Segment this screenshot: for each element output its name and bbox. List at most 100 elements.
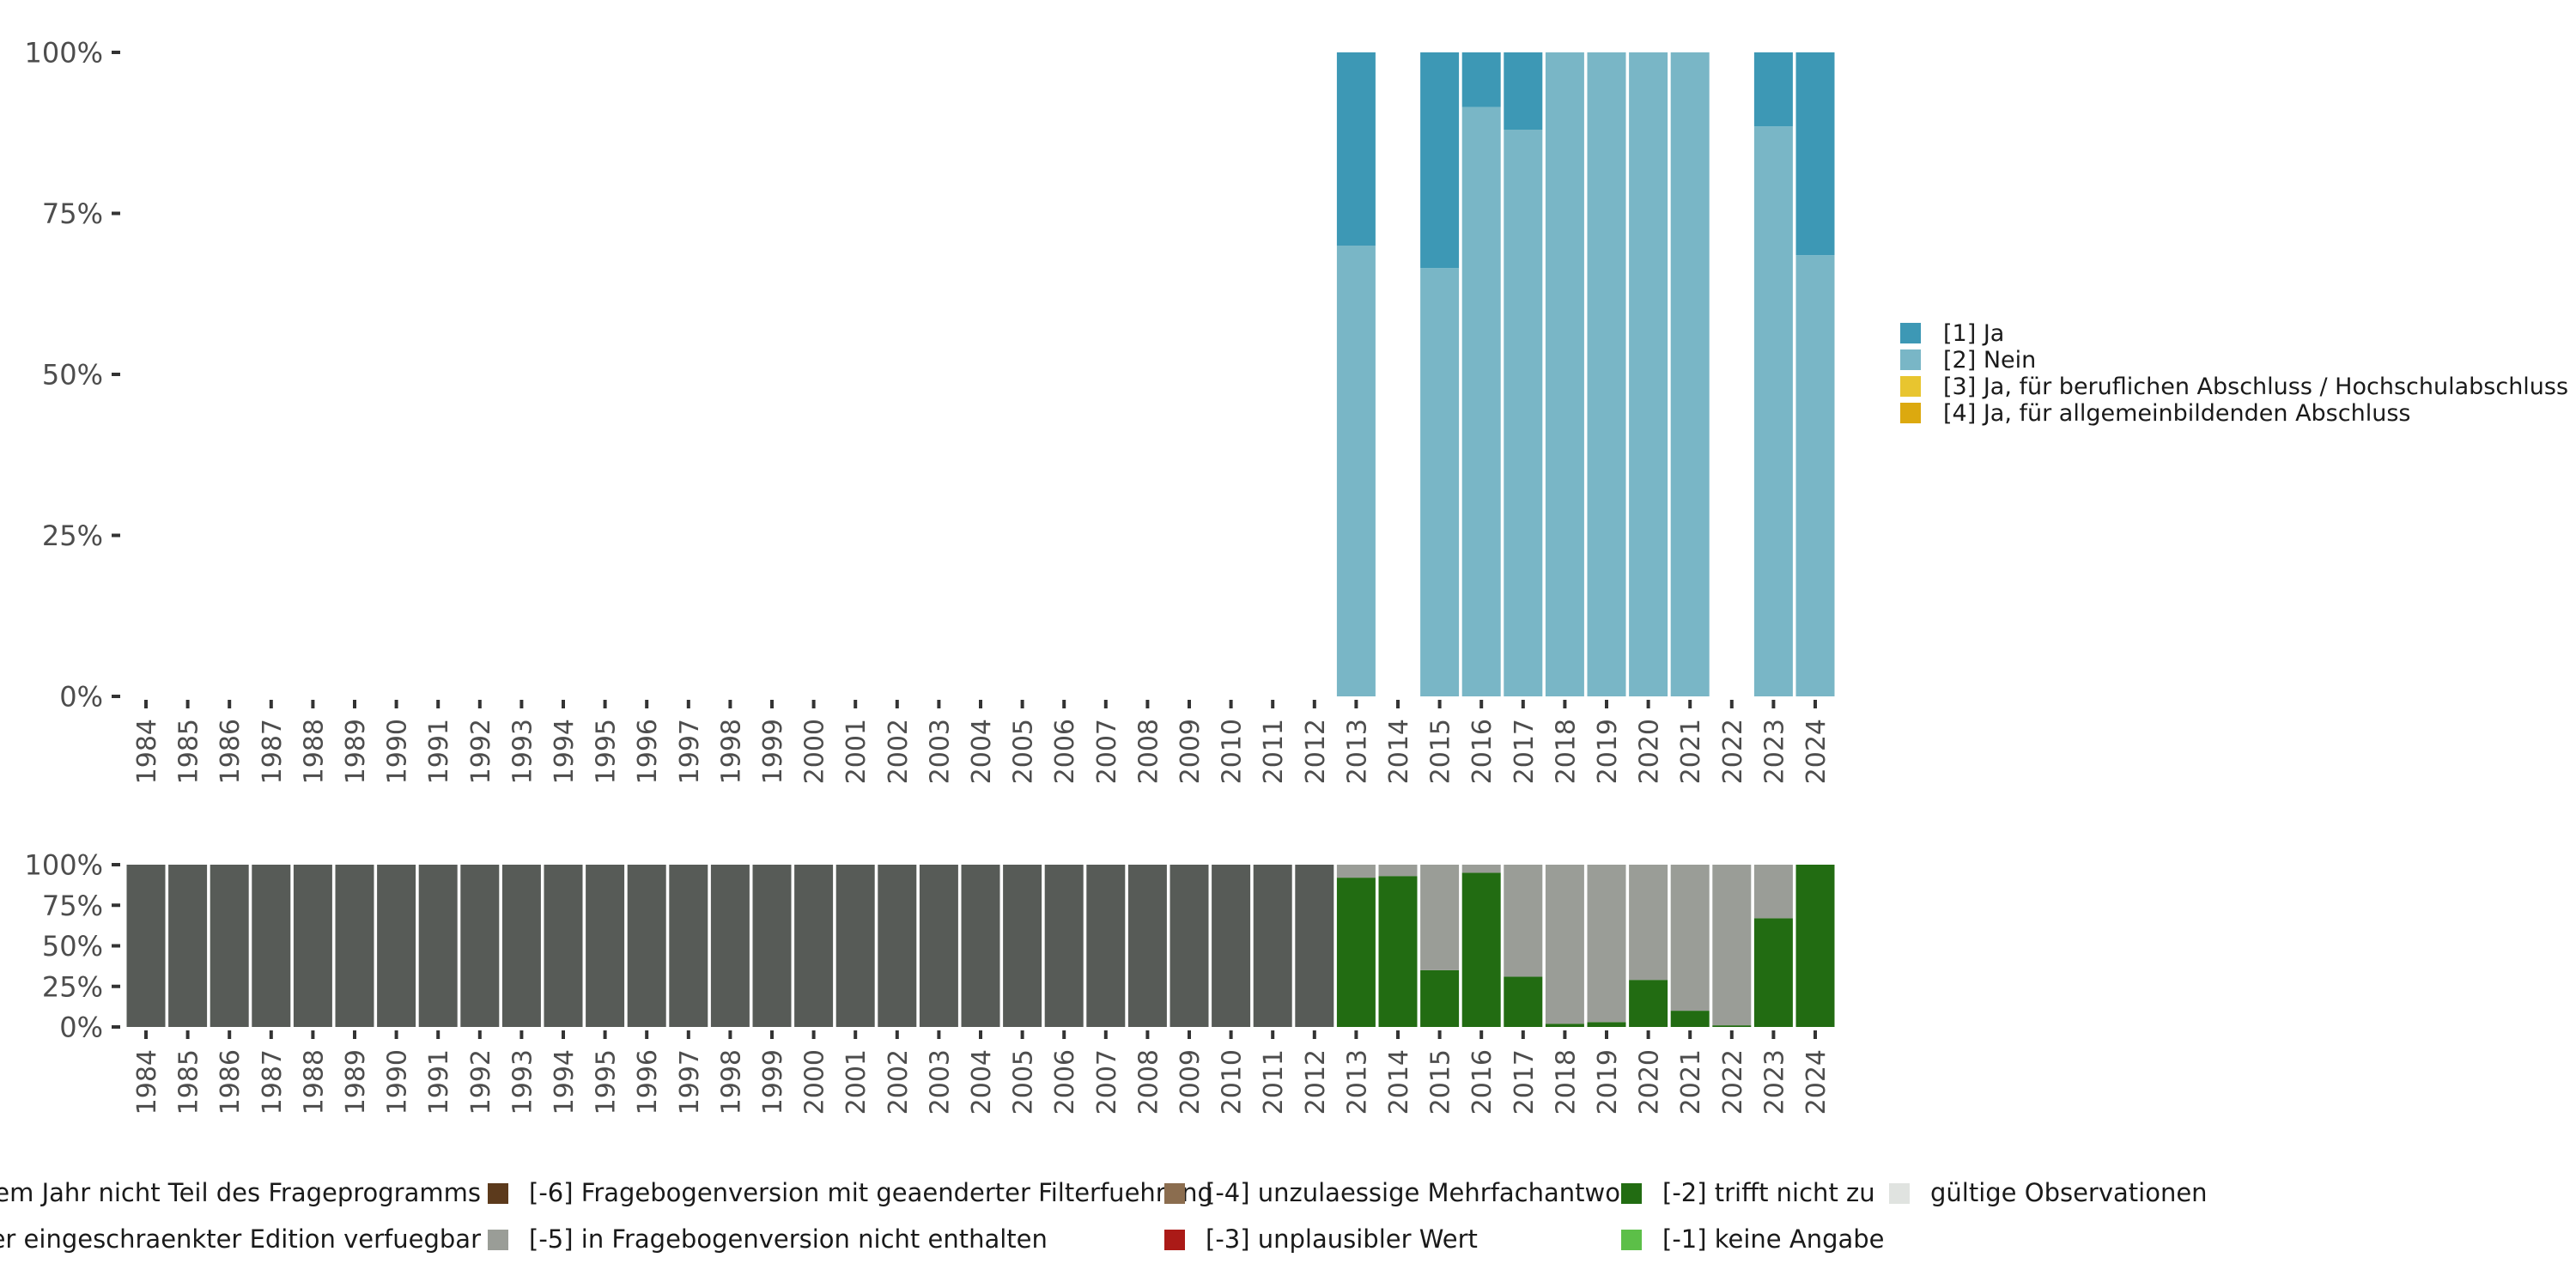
legend-swatch bbox=[1900, 323, 1921, 343]
x-tick-label: 2023 bbox=[1759, 719, 1789, 784]
bar-segment bbox=[377, 865, 416, 1027]
y-tick-label: 50% bbox=[42, 359, 103, 392]
x-tick-label: 2010 bbox=[1218, 1049, 1248, 1115]
bar-segment bbox=[961, 865, 1000, 1027]
bar-segment bbox=[1504, 52, 1543, 130]
legend-swatch bbox=[1900, 403, 1921, 423]
bar-segment bbox=[1461, 52, 1501, 107]
legend-label: [-7] nur in weniger eingeschraenkter Edi… bbox=[0, 1224, 481, 1254]
legend-label: [-1] keine Angabe bbox=[1662, 1224, 1885, 1254]
x-tick-label: 2001 bbox=[841, 1049, 872, 1115]
bar-segment bbox=[794, 865, 834, 1027]
bar-segment bbox=[1003, 865, 1042, 1027]
x-tick-label: 1999 bbox=[758, 719, 788, 784]
legend-label: [-8] Frage in diesem Jahr nicht Teil des… bbox=[0, 1178, 481, 1207]
legend-swatch bbox=[1164, 1230, 1185, 1250]
x-tick-label: 1997 bbox=[675, 719, 705, 784]
y-tick-label: 100% bbox=[25, 849, 103, 882]
bar-segment bbox=[1378, 876, 1418, 1027]
x-tick-label: 2002 bbox=[884, 1049, 914, 1115]
x-tick-label: 2015 bbox=[1426, 1049, 1456, 1115]
x-tick-label: 2018 bbox=[1551, 1049, 1581, 1115]
bar-segment bbox=[1545, 865, 1584, 1024]
bar-segment bbox=[335, 865, 374, 1027]
bar-segment bbox=[1795, 865, 1835, 1027]
x-tick-label: 2021 bbox=[1676, 719, 1706, 784]
bar-segment bbox=[1712, 1025, 1752, 1027]
bar-segment bbox=[1795, 255, 1835, 696]
bar-segment bbox=[586, 865, 625, 1027]
bar-segment bbox=[1753, 918, 1793, 1027]
bar-segment bbox=[1670, 52, 1710, 696]
x-tick-label: 1988 bbox=[299, 1049, 329, 1115]
x-tick-label: 1998 bbox=[716, 1049, 746, 1115]
x-tick-label: 1988 bbox=[299, 719, 329, 784]
x-tick-label: 2019 bbox=[1593, 1049, 1623, 1115]
x-tick-label: 2022 bbox=[1718, 1049, 1748, 1115]
bar-segment bbox=[1629, 865, 1668, 981]
x-tick-label: 1984 bbox=[132, 1049, 162, 1115]
bar-segment bbox=[1629, 980, 1668, 1027]
x-tick-label: 1987 bbox=[258, 719, 288, 784]
x-tick-label: 2018 bbox=[1551, 719, 1581, 784]
bar-segment bbox=[1253, 865, 1292, 1027]
bar-segment bbox=[293, 865, 332, 1027]
bar-segment bbox=[1420, 52, 1460, 269]
x-tick-label: 1991 bbox=[424, 1049, 454, 1115]
x-tick-label: 1987 bbox=[258, 1049, 288, 1115]
y-tick-label: 75% bbox=[42, 197, 103, 230]
bar-segment bbox=[168, 865, 208, 1027]
legend-swatch bbox=[1889, 1183, 1910, 1204]
x-tick-label: 1998 bbox=[716, 719, 746, 784]
y-tick-label: 50% bbox=[42, 930, 103, 963]
bar-segment bbox=[1336, 865, 1376, 878]
bar-segment bbox=[460, 865, 500, 1027]
bar-segment bbox=[501, 865, 541, 1027]
legend-label: [-5] in Fragebogenversion nicht enthalte… bbox=[529, 1224, 1048, 1254]
y-tick-label: 100% bbox=[25, 37, 103, 70]
bar-segment bbox=[1587, 52, 1626, 696]
bar-segment bbox=[1378, 865, 1418, 877]
x-tick-label: 2021 bbox=[1676, 1049, 1706, 1115]
bar-segment bbox=[1753, 865, 1793, 919]
bar-segment bbox=[1545, 52, 1584, 696]
bar-segment bbox=[252, 865, 291, 1027]
bar-segment bbox=[544, 865, 583, 1027]
bar-segment bbox=[1336, 878, 1376, 1027]
x-tick-label: 2006 bbox=[1050, 719, 1080, 784]
x-tick-label: 2002 bbox=[884, 719, 914, 784]
bar-segment bbox=[1170, 865, 1209, 1027]
x-tick-label: 2016 bbox=[1467, 719, 1498, 784]
x-tick-label: 2017 bbox=[1510, 1049, 1540, 1115]
x-tick-label: 2020 bbox=[1635, 719, 1665, 784]
x-tick-label: 2007 bbox=[1092, 1049, 1122, 1115]
x-tick-label: 2007 bbox=[1092, 719, 1122, 784]
legend-swatch bbox=[1621, 1183, 1642, 1204]
x-tick-label: 2000 bbox=[800, 1049, 830, 1115]
y-tick-label: 25% bbox=[42, 970, 103, 1003]
x-tick-label: 1991 bbox=[424, 719, 454, 784]
x-tick-label: 1996 bbox=[633, 1049, 663, 1115]
x-tick-label: 2013 bbox=[1342, 719, 1372, 784]
bar-segment bbox=[1504, 865, 1543, 977]
bar-segment bbox=[1545, 1024, 1584, 1027]
x-tick-label: 1990 bbox=[383, 719, 413, 784]
x-tick-label: 1997 bbox=[675, 1049, 705, 1115]
bar-segment bbox=[1753, 126, 1793, 696]
x-tick-label: 2008 bbox=[1133, 719, 1163, 784]
x-tick-label: 1989 bbox=[341, 1049, 371, 1115]
top-chart-panel: 0% 25% 50% 75% 100% 1984 1985 1986 1987 1988 1989 1… bbox=[25, 37, 1835, 784]
x-tick-label: 1990 bbox=[383, 1049, 413, 1115]
legend-swatch bbox=[1164, 1183, 1185, 1204]
x-tick-label: 2010 bbox=[1218, 719, 1248, 784]
bar-segment bbox=[1587, 865, 1626, 1023]
x-tick-label: 2012 bbox=[1301, 1049, 1331, 1115]
x-tick-label: 2014 bbox=[1384, 719, 1414, 784]
x-tick-label: 2011 bbox=[1259, 1049, 1289, 1115]
bar-segment bbox=[752, 865, 792, 1027]
x-tick-label: 1999 bbox=[758, 1049, 788, 1115]
bar-segment bbox=[1420, 969, 1460, 1027]
top-chart-legend: [1] Ja[2] Nein[3] Ja, für beruflichen Ab… bbox=[1900, 320, 2568, 427]
x-tick-label: 1985 bbox=[174, 1049, 204, 1115]
x-tick-label: 2020 bbox=[1635, 1049, 1665, 1115]
